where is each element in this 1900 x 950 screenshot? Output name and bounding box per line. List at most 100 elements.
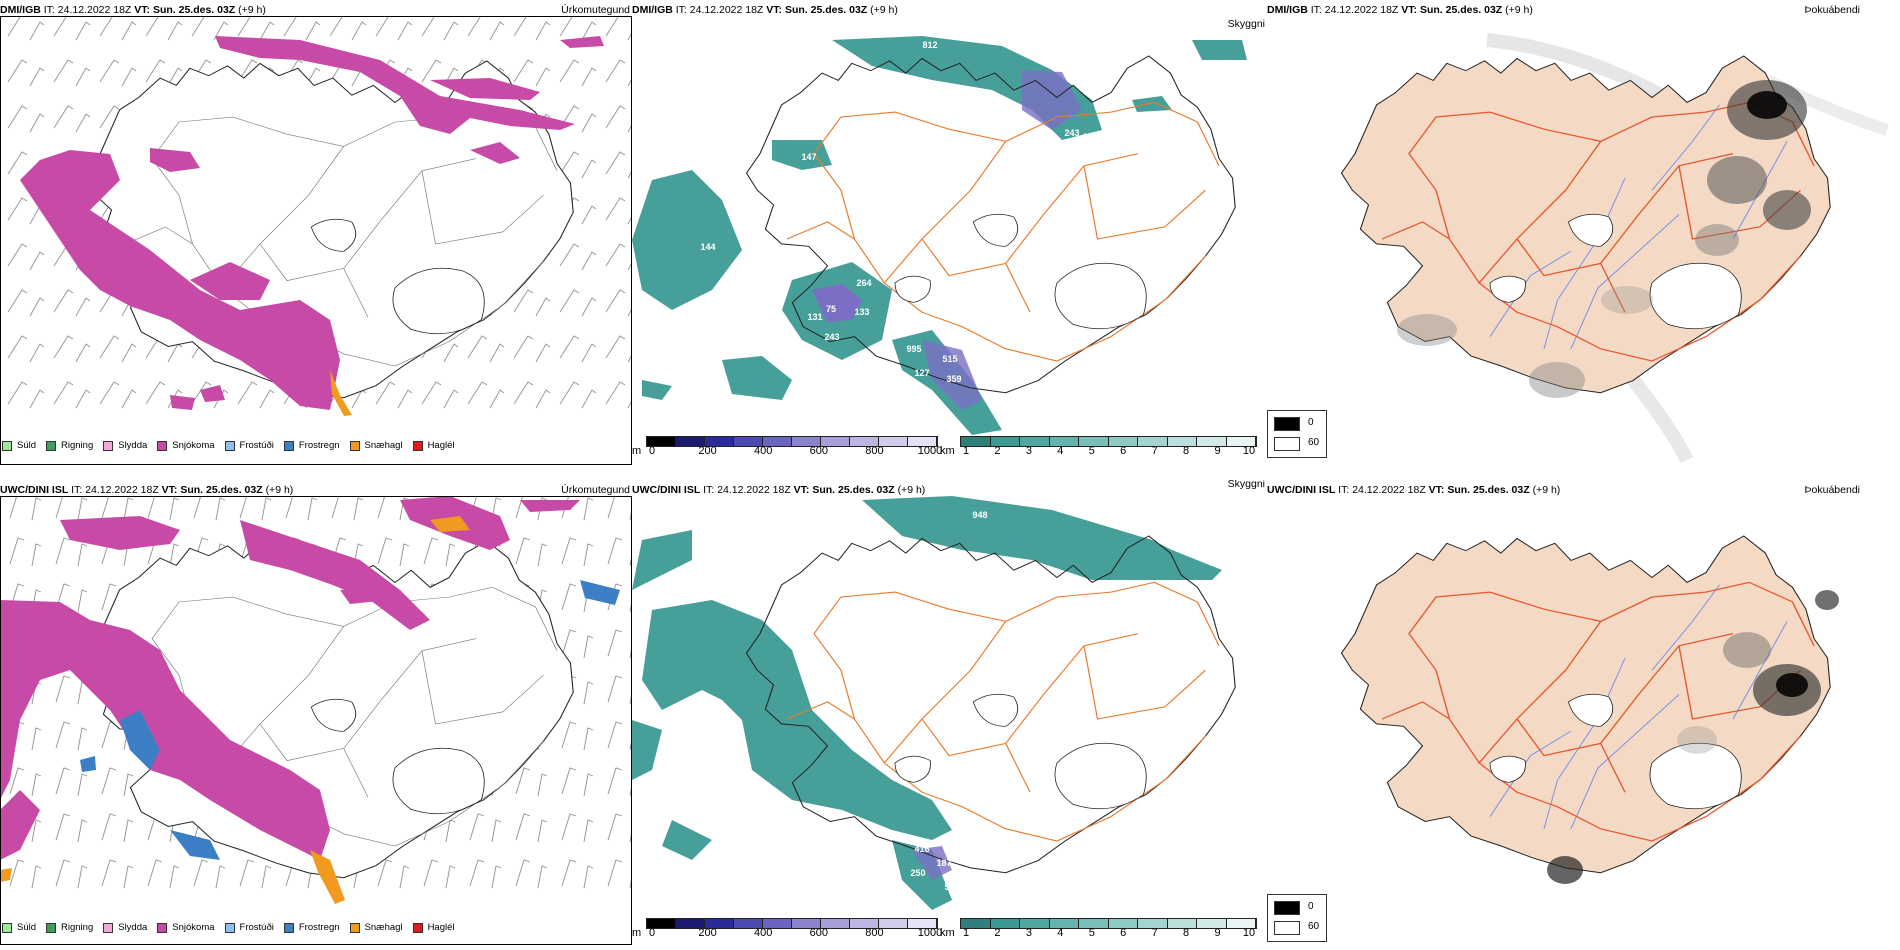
colorbar-cell [1079,437,1109,446]
svg-text:500: 500 [1067,66,1082,76]
legend-label: Súld [17,440,37,451]
colorbar-cell [1020,437,1050,446]
svg-text:687: 687 [680,710,695,720]
legend-label: Haglél [427,440,455,451]
legend-swatch [349,440,360,451]
colorbar-cell [1197,437,1227,446]
colorbar-tick-label: 2 [994,927,1001,939]
panel-header: UWC/DINI ISL IT: 24.12.2022 18Z VT: Sun.… [0,484,294,496]
panel-title: Úrkomutegund [561,484,630,496]
legend-swatch [46,440,57,451]
svg-text:416: 416 [914,844,929,854]
cloud-base-colorbar-cells [646,436,938,447]
snow-pellet-areas [0,516,470,904]
svg-text:264: 264 [856,278,871,288]
panel-header: UWC/DINI ISL IT: 24.12.2022 18Z VT: Sun.… [1267,484,1561,496]
colorbar-cell [879,919,908,928]
svg-text:775: 775 [1092,82,1107,92]
svg-text:360: 360 [1108,118,1123,128]
colorbar-tick-label: 9 [1214,445,1221,457]
colorbar-cell [1049,919,1079,928]
colorbar-tick-label: 1000 [917,927,943,939]
legend-swatch [103,440,114,451]
colorbar-cell [850,919,879,928]
colorbar-cell [1226,919,1256,928]
svg-text:995: 995 [906,344,921,354]
cloud-base-colorbar-cells [646,918,938,929]
svg-text:131: 131 [807,312,822,322]
legend-label: Snjókoma [172,922,215,933]
colorbar-cell [676,437,705,446]
colorbar-cell [1138,919,1168,928]
fog-map [1340,535,1839,884]
legend-swatch [103,922,114,933]
visibility-value-labels: 948 687 944 416 187 250 537 [680,510,987,892]
cloud-base-colorbar: m 0 200 400 600 800 1000 [632,436,942,458]
colorbar-cell [961,919,991,928]
colorbar-tick-label: 2 [994,445,1001,457]
fog-indicator-panel-top: DMI/IGB IT: 24.12.2022 18Z VT: Sun. 25.d… [1267,0,1900,465]
colorbar-cell [792,437,821,446]
legend-label: Snæhagl [364,922,403,933]
colorbar-cell [1226,437,1256,446]
fog-shading [1547,590,1839,884]
svg-text:105: 105 [1146,144,1161,154]
svg-text:359: 359 [946,374,961,384]
legend-swatch [283,922,294,933]
colorbar-cell [1020,919,1050,928]
colorbar-tick-label: 1 [962,445,970,457]
colorbar-tick-label: 400 [754,927,773,939]
colorbar-cell [705,437,734,446]
precip-legend-item: Frostregn [283,440,340,451]
svg-text:250: 250 [910,868,925,878]
panel-title: Skyggni [1227,18,1265,30]
snowfall-areas [20,36,604,410]
fog-legend: 0 60 [1267,410,1327,458]
legend-label: Rigning [61,440,94,451]
fog-legend: 0 60 [1267,894,1327,942]
cloud-base-colorbar: m 0 200 400 600 800 1000 [632,918,942,940]
legend-swatch [349,922,360,933]
visibility-colorbar-cells [960,918,1257,929]
colorbar-cell [1167,919,1197,928]
colorbar-tick-label: 8 [1183,927,1190,939]
precip-legend-item: Haglél [412,440,455,451]
svg-text:812: 812 [922,40,937,50]
legend-label: Frostúði [239,922,274,933]
visibility-value-labels: 812 500 775 360 243 105 105 147 144 264 … [700,40,1161,406]
colorbar-tick-label: 800 [865,927,884,939]
precip-legend: Súld Rigning Slydda Snjókoma Frostúði Frostre… [2,922,455,933]
svg-text:221: 221 [1032,236,1047,246]
svg-text:319: 319 [794,348,809,358]
snow-pellet-area [330,370,352,416]
cloud-base-areas [912,846,952,880]
precip-legend-item: Snjókoma [157,922,215,933]
legend-label: Súld [17,922,37,933]
panel-title: Þokuábendi [1804,4,1860,16]
colorbar-tick-label: 7 [1151,927,1158,939]
visibility-colorbar: km 1 2 3 4 5 6 7 8 9 10 [940,436,1260,458]
colorbar-cell [908,437,937,446]
colorbar-cell [1049,437,1079,446]
precip-map [0,496,632,904]
svg-text:948: 948 [972,510,987,520]
svg-text:243: 243 [1064,128,1079,138]
legend-swatch [412,922,423,933]
freezing-rain-areas [80,580,620,860]
colorbar-tick-label: 600 [809,445,828,457]
precip-type-panel-bottom: UWC/DINI ISL IT: 24.12.2022 18Z VT: Sun.… [0,480,632,950]
legend-label: Haglél [427,922,455,933]
precip-legend-item: Súld [2,922,36,933]
colorbar-cell [821,437,850,446]
legend-label: Rigning [61,922,94,933]
panel-title: Skyggni [1227,480,1265,490]
precip-legend-item: Haglél [412,922,455,933]
colorbar-cell [676,919,705,928]
svg-text:123: 123 [892,322,907,332]
colorbar-tick-label: 1 [962,927,970,939]
legend-swatch [224,922,235,933]
colorbar-tick-label: 200 [698,445,717,457]
colorbar-cell [990,437,1020,446]
precip-legend-item: Slydda [103,440,147,451]
colorbar-tick-label: 9 [1214,927,1221,939]
